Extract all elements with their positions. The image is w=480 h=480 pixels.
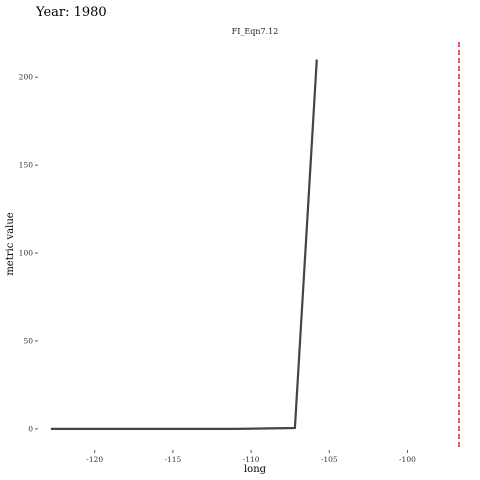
x-tick-label: -120 <box>86 455 103 464</box>
x-tick-label: -110 <box>243 455 260 464</box>
chart-subtitle: FI_Eqn7.12 <box>232 27 279 36</box>
y-tick-label: 50 <box>23 336 33 345</box>
x-axis-label: long <box>244 464 267 475</box>
x-tick-label: -105 <box>321 455 338 464</box>
plot-area <box>50 42 460 450</box>
x-axis-ticks: -120 -115 -110 -105 -100 <box>86 450 416 464</box>
x-tick-label: -115 <box>164 455 181 464</box>
y-axis-label: metric value <box>5 212 16 275</box>
chart-title: Year: 1980 <box>35 5 107 20</box>
series-line <box>50 59 318 430</box>
y-tick-label: 150 <box>19 161 34 170</box>
y-tick-label: 100 <box>19 249 34 258</box>
y-tick-label: 0 <box>28 424 33 433</box>
y-axis-ticks: 0 50 100 150 200 <box>19 73 38 433</box>
y-tick-label: 200 <box>19 73 34 82</box>
x-tick-label: -100 <box>399 455 416 464</box>
